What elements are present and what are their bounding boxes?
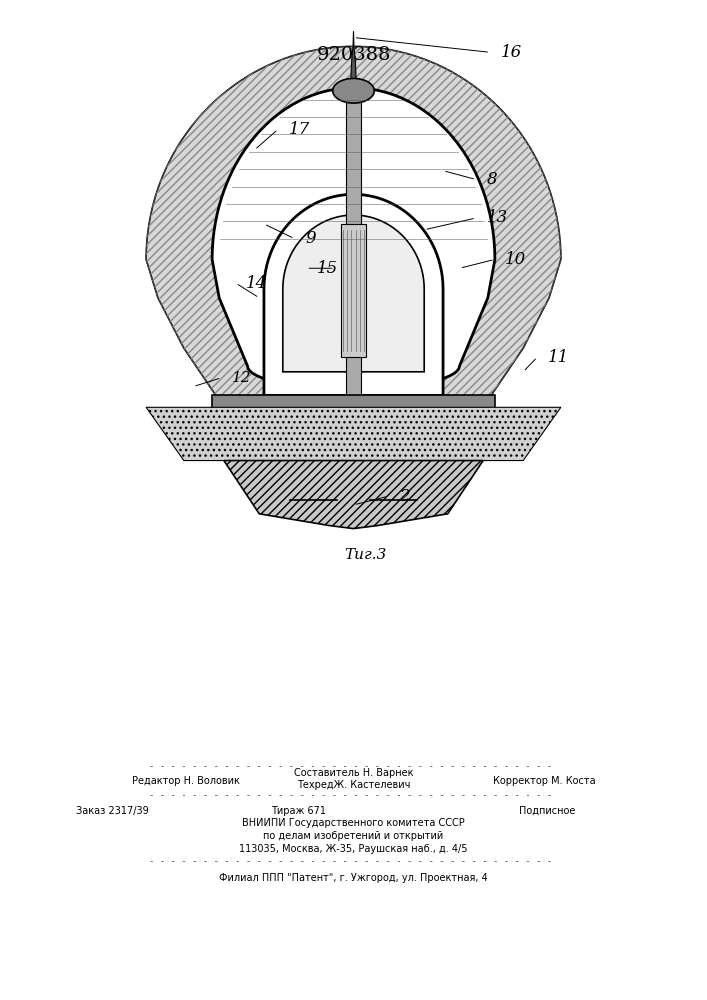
Polygon shape (146, 46, 561, 443)
Text: 12: 12 (232, 371, 252, 385)
Polygon shape (212, 88, 495, 390)
Text: Тираж 671: Тираж 671 (271, 806, 325, 816)
Text: по делам изобретений и открытий: по делам изобретений и открытий (264, 831, 443, 841)
Text: - - - - - - - - - - - - - - - - - - - - - - - - - - - - - - - - - - - - - -: - - - - - - - - - - - - - - - - - - - - … (149, 762, 558, 771)
Polygon shape (212, 395, 495, 410)
Text: 2: 2 (399, 488, 410, 505)
Text: ТехредЖ. Кастелевич: ТехредЖ. Кастелевич (297, 780, 410, 790)
Polygon shape (264, 194, 443, 395)
Text: 16: 16 (501, 44, 522, 61)
Polygon shape (146, 407, 561, 461)
Polygon shape (350, 32, 357, 100)
Polygon shape (224, 461, 483, 529)
Polygon shape (283, 215, 424, 372)
Polygon shape (346, 100, 361, 431)
Text: Подписное: Подписное (520, 806, 575, 816)
Text: 920388: 920388 (316, 46, 391, 64)
Text: Филиал ППП "Патент", г. Ужгород, ул. Проектная, 4: Филиал ППП "Патент", г. Ужгород, ул. Про… (219, 873, 488, 883)
Text: Корректор М. Коста: Корректор М. Коста (493, 776, 596, 786)
Text: 10: 10 (506, 251, 527, 268)
Text: - - - - - - - - - - - - - - - - - - - - - - - - - - - - - - - - - - - - - -: - - - - - - - - - - - - - - - - - - - - … (149, 791, 558, 800)
Text: 9: 9 (305, 230, 315, 247)
Polygon shape (339, 410, 368, 490)
Text: 11: 11 (548, 349, 569, 366)
Text: 113035, Москва, Ж-35, Раушская наб., д. 4/5: 113035, Москва, Ж-35, Раушская наб., д. … (239, 844, 468, 854)
Text: Редактор Н. Воловик: Редактор Н. Воловик (132, 776, 240, 786)
Text: Τиг.3: Τиг.3 (344, 548, 387, 562)
Text: 15: 15 (317, 260, 338, 277)
Text: 8: 8 (486, 171, 497, 188)
Text: Заказ 2317/39: Заказ 2317/39 (76, 806, 149, 816)
Text: - - - - - - - - - - - - - - - - - - - - - - - - - - - - - - - - - - - - - -: - - - - - - - - - - - - - - - - - - - - … (149, 857, 558, 866)
Text: 17: 17 (288, 121, 310, 138)
Text: ВНИИПИ Государственного комитета СССР: ВНИИПИ Государственного комитета СССР (242, 818, 465, 828)
Polygon shape (341, 224, 366, 357)
Ellipse shape (333, 78, 374, 103)
Text: 14: 14 (246, 275, 267, 292)
Text: 13: 13 (486, 209, 508, 226)
Text: Составитель Н. Варнек: Составитель Н. Варнек (293, 768, 414, 778)
